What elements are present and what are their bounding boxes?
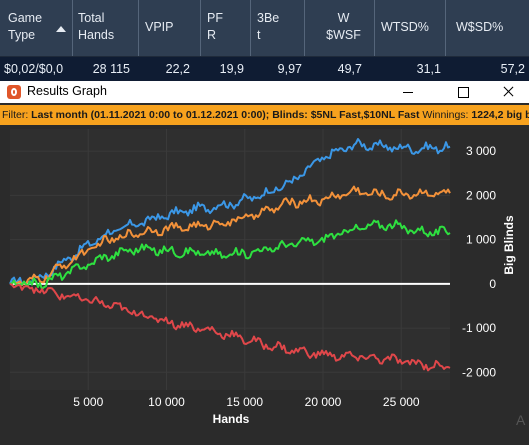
table-row[interactable]: $0,02/$0,0 28 115 22,2 19,9 9,97 49,7 31…	[0, 57, 529, 81]
winnings-label: Winnings:	[422, 109, 469, 121]
cell-pfr: 19,9	[219, 62, 244, 76]
y-tick-label: 0	[489, 277, 496, 291]
cell-wtsd: 31,1	[416, 62, 441, 76]
series-line-blue	[9, 138, 451, 286]
sort-ascending-icon[interactable]	[56, 26, 66, 32]
x-axis-label: Hands	[213, 412, 250, 426]
filter-label: Filter:	[2, 109, 29, 121]
x-tick-label: 10 000	[148, 395, 185, 409]
filter-bar[interactable]: Filter: Last month (01.11.2021 0:00 to 0…	[0, 105, 529, 125]
y-tick-label: 1 000	[466, 233, 496, 247]
header-3bet[interactable]: 3Be t	[251, 0, 305, 56]
header-game-type[interactable]: Game Type	[0, 0, 73, 56]
y-tick-label: 3 000	[466, 144, 496, 158]
header-wtsd[interactable]: WTSD%	[375, 0, 446, 56]
header-label: 3Be t	[257, 11, 280, 42]
y-tick-label: -2 000	[462, 365, 496, 379]
x-tick-label: 25 000	[383, 395, 420, 409]
y-tick-label: -1 000	[462, 321, 496, 335]
header-label: W $WSF	[326, 11, 361, 42]
cell-wsd: 57,2	[500, 62, 525, 76]
x-tick-label: 20 000	[305, 395, 342, 409]
app-logo-icon	[7, 85, 21, 99]
cell-vpip: 22,2	[165, 62, 190, 76]
window-title: Results Graph	[27, 84, 107, 98]
results-graph-window: Results Graph Filter: Last month (01.11.…	[0, 81, 529, 440]
header-label: WTSD%	[381, 20, 429, 34]
plot-area	[10, 129, 450, 390]
header-wsd[interactable]: W$SD%	[446, 0, 529, 56]
header-pfr[interactable]: PF R	[201, 0, 251, 56]
series-line-orange	[9, 185, 451, 287]
series-line-green	[9, 219, 451, 291]
header-w-wsf[interactable]: W $WSF	[305, 0, 375, 56]
x-tick-label: 5 000	[73, 395, 103, 409]
y-axis-label: Big Blinds	[502, 215, 516, 275]
header-label: Game Type	[8, 11, 43, 42]
y-tick-label: 2 000	[466, 188, 496, 202]
maximize-icon[interactable]	[440, 81, 486, 103]
header-label: W$SD%	[456, 20, 504, 34]
results-chart[interactable]: 5 000 10 000 15 000 20 000 25 000 -2 000 -1 0…	[0, 125, 529, 440]
series-line-red	[9, 282, 451, 372]
cell-w-wsf: 49,7	[337, 62, 362, 76]
header-label: Total Hands	[78, 11, 115, 42]
close-icon[interactable]	[485, 81, 529, 103]
winnings-value: 1224,2 big blinds	[471, 109, 529, 121]
title-bar[interactable]: Results Graph	[0, 81, 529, 103]
stats-table: Game Type Total Hands VPIP PF R 3Be t W …	[0, 0, 529, 81]
watermark-text: A	[516, 412, 526, 428]
cell-game-type: $0,02/$0,0	[4, 62, 64, 76]
header-vpip[interactable]: VPIP	[139, 0, 201, 56]
cell-total-hands: 28 115	[92, 62, 130, 76]
header-label: VPIP	[145, 20, 174, 34]
header-total-hands[interactable]: Total Hands	[73, 0, 139, 56]
minimize-icon[interactable]	[385, 81, 431, 103]
cell-3bet: 9,97	[277, 62, 302, 76]
filter-text: Last month (01.11.2021 0:00 to 01.12.202…	[31, 109, 420, 121]
x-tick-label: 15 000	[226, 395, 263, 409]
results-chart-svg: 5 000 10 000 15 000 20 000 25 000 -2 000 -1 0…	[9, 129, 516, 426]
header-label: PF R	[207, 11, 223, 42]
